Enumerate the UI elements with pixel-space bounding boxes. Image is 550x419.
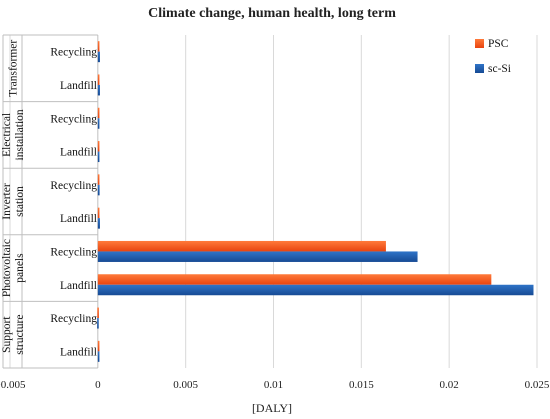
x-tick-label: 0.025 <box>525 379 550 391</box>
x-tick-label: 0.015 <box>349 379 374 391</box>
group-label: Electricalinstallation <box>1 109 26 160</box>
x-tick-label: 0.01 <box>264 379 283 391</box>
category-label: Recycling <box>50 313 97 325</box>
bar-psc <box>97 41 100 52</box>
category-frame <box>2 34 98 369</box>
x-tick-label: 0.02 <box>440 379 459 391</box>
group-label: Transformer <box>8 40 20 97</box>
bar-sc-si <box>97 351 100 362</box>
bar-psc <box>97 107 100 119</box>
group-label: Photovoltaicpanels <box>1 239 26 297</box>
category-label: Recycling <box>50 113 97 125</box>
x-tick-label: −0.005 <box>0 379 26 391</box>
bar-psc <box>97 207 100 219</box>
x-tick-labels: −0.005 0 0.005 0.01 0.015 0.02 0.025 <box>0 379 550 391</box>
x-axis-label: [DALY] <box>252 401 292 415</box>
bar-sc-si <box>97 318 99 329</box>
category-label: Landfill <box>60 346 97 358</box>
bar-psc <box>97 74 100 85</box>
legend-label: PSC <box>488 38 509 50</box>
category-label: Recycling <box>50 246 97 258</box>
legend-swatch <box>475 39 484 48</box>
bar-psc <box>97 174 100 185</box>
category-label: Landfill <box>60 80 97 92</box>
x-tick-label: 0 <box>95 379 101 391</box>
legend-swatch <box>475 64 484 73</box>
bar-sc-si <box>97 251 418 262</box>
chart-title: Climate change, human health, long term <box>148 6 396 21</box>
group-label: Inverterstation <box>1 183 26 220</box>
category-label: Recycling <box>50 47 97 59</box>
bar-psc <box>97 141 100 152</box>
x-tick-label: 0.005 <box>173 379 198 391</box>
bar-psc <box>97 240 386 252</box>
category-label: Landfill <box>60 213 97 225</box>
category-label: Landfill <box>60 280 97 292</box>
bar-psc <box>97 340 100 352</box>
group-label: Supportstructure <box>1 315 26 355</box>
bar-sc-si <box>97 84 100 96</box>
legend-label: sc-Si <box>488 63 511 75</box>
bar-psc <box>97 274 492 285</box>
category-labels: Recycling Landfill Recycling Landfill Recycl… <box>50 47 97 359</box>
legend: PSC sc-Si <box>475 38 511 75</box>
bar-sc-si <box>97 118 100 129</box>
group-labels: Transformer Electricalinstallation Inverte… <box>1 40 26 355</box>
bars <box>97 41 534 362</box>
bar-psc <box>97 307 99 319</box>
bar-sc-si <box>97 284 534 296</box>
bar-sc-si <box>97 218 100 229</box>
bar-sc-si <box>97 184 100 196</box>
category-label: Recycling <box>50 180 97 192</box>
bar-sc-si <box>97 151 100 163</box>
bar-sc-si <box>97 51 100 63</box>
category-label: Landfill <box>60 147 97 159</box>
